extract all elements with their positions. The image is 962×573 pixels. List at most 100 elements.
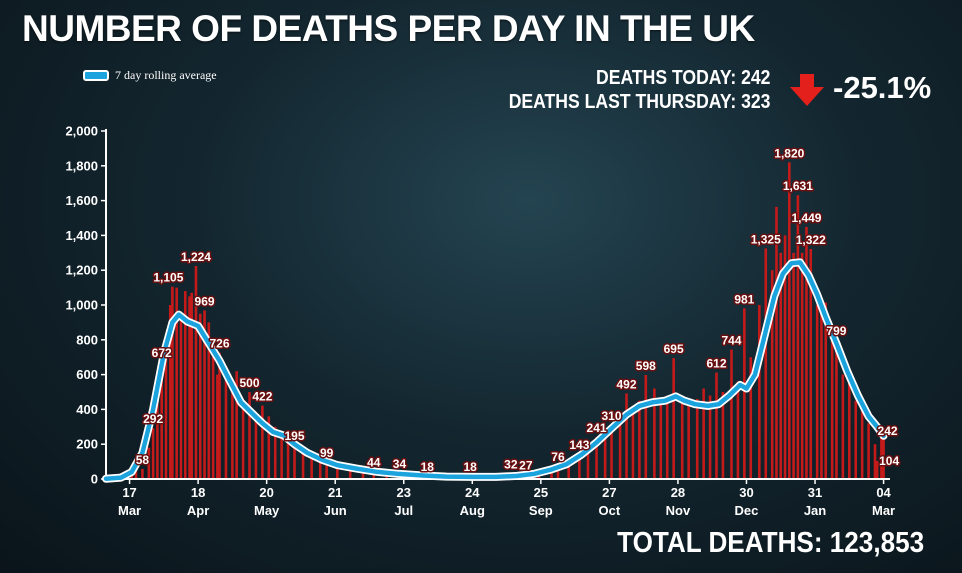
deaths-bar [207, 322, 211, 479]
down-arrow-icon [790, 74, 824, 106]
y-tick-label: 2,000 [65, 124, 98, 139]
deaths-bar [775, 206, 778, 479]
deaths-last-thursday: DEATHS LAST THURSDAY: 323 [508, 91, 770, 113]
deaths-bar [721, 392, 725, 479]
deaths-bar [179, 313, 183, 479]
deaths-bar [625, 393, 628, 479]
deaths-bar [805, 226, 808, 479]
deaths-bar [361, 468, 365, 479]
data-label: 422 [252, 390, 272, 404]
deaths-bar [644, 374, 648, 479]
data-label: 612 [706, 357, 726, 371]
deaths-bar [156, 397, 159, 479]
x-tick-month: May [254, 503, 280, 518]
deaths-bar [867, 423, 870, 479]
data-label: 44 [367, 455, 381, 469]
data-label: 195 [284, 429, 304, 443]
data-label: 58 [136, 453, 150, 467]
x-tick-month: Jan [804, 503, 826, 518]
deaths-bar [183, 291, 187, 479]
deaths-bar [141, 468, 144, 479]
x-tick-day: 21 [328, 485, 342, 500]
y-tick-label: 800 [76, 332, 98, 347]
deaths-bar [783, 235, 787, 479]
x-tick-month: Jun [324, 503, 347, 518]
x-tick-day: 31 [808, 485, 822, 500]
deaths-bar [168, 305, 172, 479]
deaths-bar [880, 426, 883, 479]
data-label: 744 [721, 334, 741, 348]
data-label: 99 [320, 446, 334, 460]
legend: 7 day rolling average [83, 68, 217, 83]
data-label: 292 [143, 412, 163, 426]
x-tick-month: Jul [394, 503, 413, 518]
deaths-bar [556, 465, 560, 479]
data-label: 672 [152, 346, 172, 360]
y-tick-label: 0 [91, 472, 98, 487]
y-tick-label: 1,600 [65, 193, 98, 208]
deaths-bar [603, 433, 607, 479]
x-tick-month: Mar [118, 503, 141, 518]
deaths-bar [695, 398, 699, 479]
data-label: 1,105 [153, 271, 183, 285]
bar-series [104, 162, 885, 479]
deaths-bar [653, 388, 656, 479]
y-tick-label: 1,000 [65, 298, 98, 313]
deaths-bar [796, 195, 800, 479]
deaths-bar [190, 292, 193, 479]
y-tick-label: 1,800 [65, 158, 98, 173]
data-label: 695 [664, 342, 684, 356]
x-tick-day: 27 [602, 485, 616, 500]
deaths-bar [665, 395, 669, 479]
legend-label: 7 day rolling average [115, 68, 217, 82]
deaths-bar [708, 395, 712, 479]
deaths-bar [687, 405, 690, 479]
deaths-bar [194, 266, 198, 479]
axes: 0 200 400 600 800 1,000 1,200 1,400 1,600 1,800 2,… [65, 124, 895, 519]
x-tick-day: 18 [191, 485, 205, 500]
data-label: 76 [551, 450, 565, 464]
x-tick-day: 17 [122, 485, 136, 500]
data-label: 1,631 [783, 179, 813, 193]
data-label: 1,224 [181, 250, 211, 264]
deaths-bar [211, 339, 215, 479]
deaths-bar [216, 374, 219, 479]
deaths-bar [286, 437, 290, 479]
deaths-bar [595, 437, 598, 479]
data-label: 310 [602, 409, 622, 423]
deaths-bar [830, 339, 834, 479]
deaths-bar [800, 252, 804, 479]
deaths-today: DEATHS TODAY: 242 [595, 67, 770, 89]
rolling-average-line [102, 258, 888, 483]
data-label: 1,820 [774, 146, 804, 160]
data-label: 104 [879, 454, 899, 468]
deaths-bar [134, 471, 138, 479]
x-tick-month: Sep [529, 503, 553, 518]
y-tick-label: 200 [76, 437, 98, 452]
deaths-bar [770, 270, 774, 479]
deaths-bar [224, 365, 228, 479]
x-tick-day: 23 [397, 485, 411, 500]
deaths-bar [815, 305, 819, 479]
deaths-bar [231, 383, 234, 479]
deaths-bar [198, 313, 202, 479]
deaths-bar [764, 248, 768, 479]
deaths-bar [310, 454, 313, 479]
y-tick-label: 600 [76, 367, 98, 382]
deaths-bar [809, 248, 813, 479]
data-label: 969 [195, 294, 215, 308]
data-label: 500 [240, 376, 260, 390]
deaths-bar [659, 398, 663, 479]
deaths-bar [631, 405, 635, 479]
data-label: 27 [519, 458, 533, 472]
deaths-bar [218, 352, 221, 479]
deaths-bar [318, 458, 322, 479]
legend-swatch [83, 70, 109, 81]
percent-change: -25.1% [833, 70, 932, 105]
data-label: 18 [463, 460, 477, 474]
deaths-bar [578, 454, 581, 479]
data-label: 598 [636, 359, 656, 373]
deaths-bar [882, 436, 885, 479]
